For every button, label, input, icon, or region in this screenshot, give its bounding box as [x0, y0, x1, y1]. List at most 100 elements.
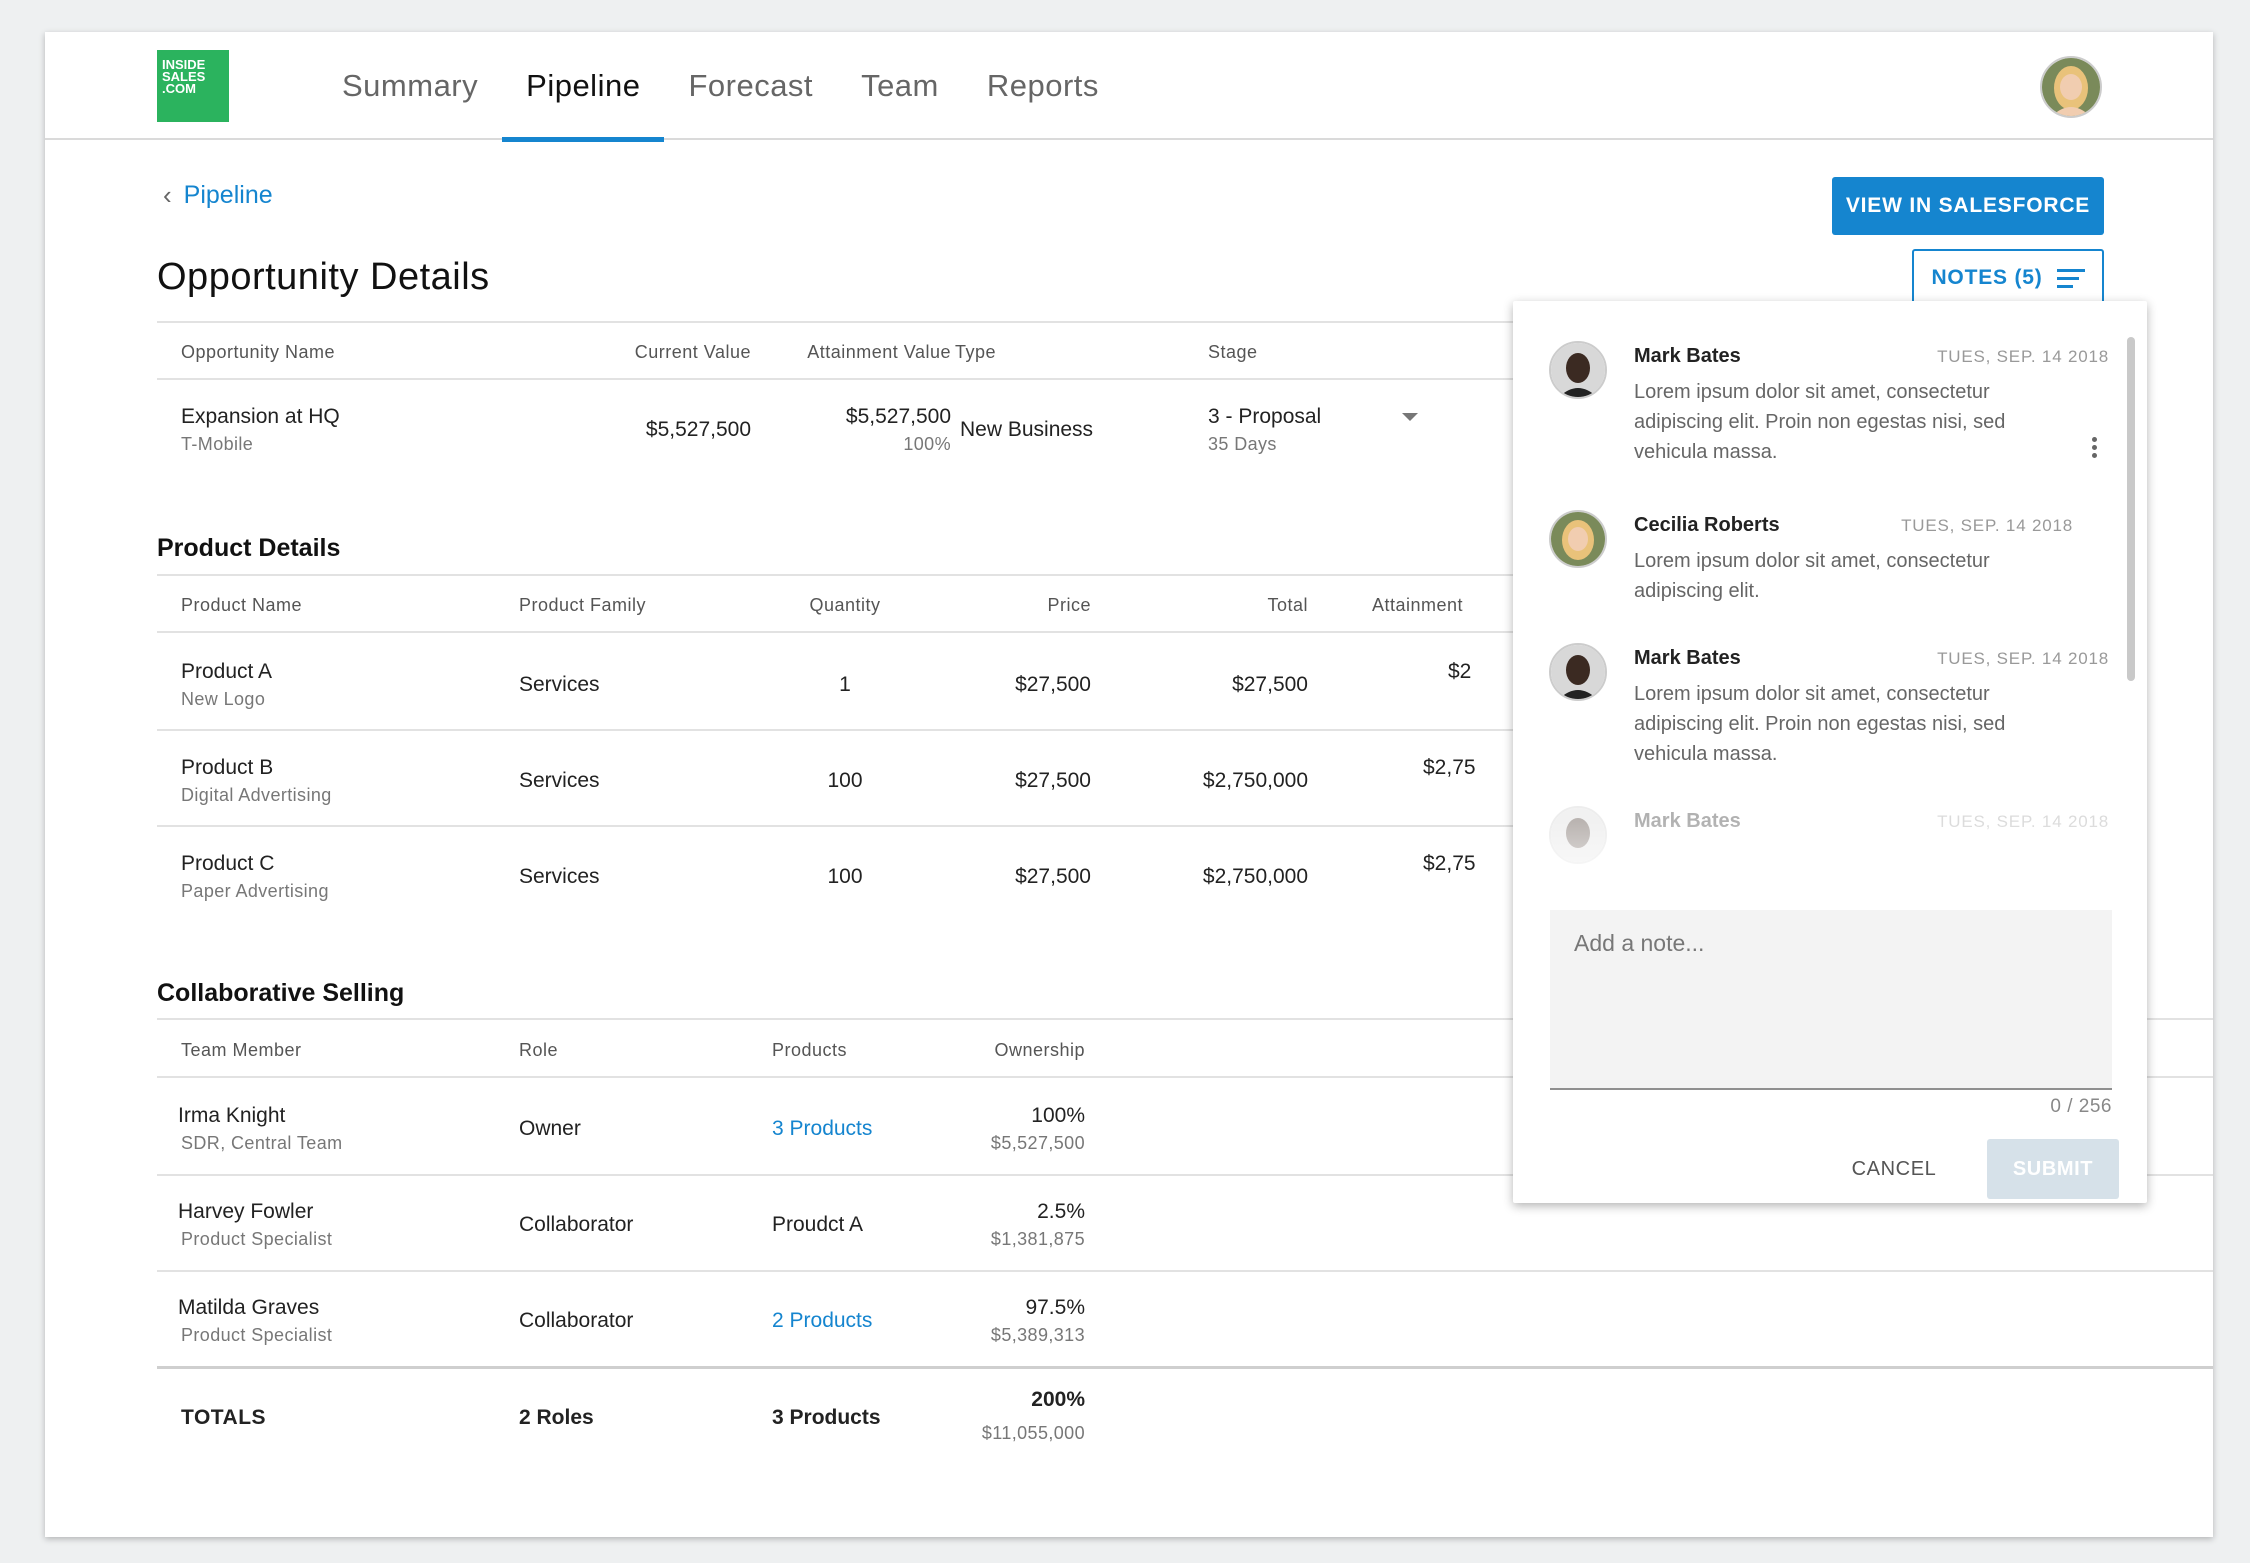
breadcrumb-label: Pipeline — [183, 181, 273, 209]
col-header-attainment: Attainment — [1372, 595, 1464, 615]
stage-dropdown-arrow-icon[interactable] — [1402, 413, 1418, 421]
attainment-value: $5,527,500 — [845, 405, 951, 428]
col-header-team-member: Team Member — [181, 1040, 302, 1060]
product-family: Services — [519, 769, 600, 792]
product-attainment: $2 — [1448, 660, 1472, 683]
product-subtype: Paper Advertising — [181, 881, 329, 901]
ownership-percent: 2.5% — [1037, 1200, 1085, 1223]
divider — [157, 1076, 2213, 1078]
team-member-name: Matilda Graves — [178, 1296, 320, 1319]
divider — [157, 1270, 2213, 1272]
col-header-attainment-value: Attainment Value — [807, 342, 951, 362]
products-link[interactable]: 2 Products — [772, 1309, 873, 1332]
stage-age: 35 Days — [1208, 434, 1277, 454]
totals-ownership: 200% — [1031, 1388, 1085, 1411]
user-avatar[interactable] — [2040, 56, 2102, 118]
col-header-current-value: Current Value — [634, 342, 751, 362]
product-total: $2,750,000 — [1202, 865, 1308, 888]
team-member-title: Product Specialist — [181, 1325, 333, 1345]
opportunity-name: Expansion at HQ — [181, 405, 340, 428]
col-header-total: Total — [1267, 595, 1308, 615]
products-link[interactable]: 3 Products — [772, 1117, 873, 1140]
tab-summary[interactable]: Summary — [342, 68, 479, 103]
product-total: $27,500 — [1232, 673, 1308, 696]
avatar — [1549, 643, 1607, 701]
product-subtype: New Logo — [181, 689, 266, 709]
cancel-button[interactable]: CANCEL — [1851, 1157, 1937, 1180]
product-attainment: $2,75 — [1423, 756, 1476, 779]
note-author: Mark Bates — [1634, 345, 1741, 367]
notes-button[interactable]: NOTES (5) — [1912, 249, 2104, 307]
divider — [157, 378, 1527, 380]
totals-label: TOTALS — [181, 1406, 267, 1429]
list-fade-overlay — [1513, 821, 2123, 911]
add-note-input[interactable] — [1550, 910, 2112, 1090]
tab-reports[interactable]: Reports — [986, 68, 1099, 103]
app-window: INSIDE SALES .COM Summary Pipeline Forec… — [45, 32, 2213, 1537]
note-text: Lorem ipsum dolor sit amet, consectetur … — [1634, 683, 2006, 765]
col-header-quantity: Quantity — [809, 595, 881, 615]
note-author: Cecilia Roberts — [1634, 514, 1780, 536]
col-header-stage: Stage — [1208, 342, 1258, 362]
ownership-amount: $5,389,313 — [990, 1325, 1085, 1345]
product-total: $2,750,000 — [1202, 769, 1308, 792]
products-value: Proudct A — [772, 1213, 864, 1236]
tab-forecast[interactable]: Forecast — [688, 68, 814, 103]
menu-lines-icon — [2056, 264, 2085, 293]
col-header-products: Products — [772, 1040, 848, 1060]
note-item: Mark Bates TUES, SEP. 14 2018 Lorem ipsu… — [1549, 643, 2109, 773]
totals-roles: 2 Roles — [519, 1406, 594, 1429]
user-photo-icon — [2042, 58, 2100, 116]
avatar — [1549, 510, 1607, 568]
product-price: $27,500 — [1015, 769, 1091, 792]
attainment-percent: 100% — [903, 434, 951, 454]
notes-panel: Mark Bates TUES, SEP. 14 2018 Lorem ipsu… — [1513, 301, 2147, 1203]
more-options-icon[interactable] — [2090, 437, 2100, 461]
product-family: Services — [519, 865, 600, 888]
ownership-amount: $5,527,500 — [990, 1133, 1085, 1153]
view-in-salesforce-button[interactable]: VIEW IN SALESFORCE — [1832, 177, 2104, 235]
product-name: Product A — [181, 660, 273, 683]
tab-team[interactable]: Team — [861, 68, 939, 103]
product-quantity: 1 — [839, 673, 851, 696]
submit-button[interactable]: SUBMIT — [1987, 1139, 2119, 1199]
divider — [157, 1018, 2213, 1020]
col-header-price: Price — [1047, 595, 1091, 615]
product-quantity: 100 — [827, 865, 863, 888]
ownership-percent: 97.5% — [1025, 1296, 1085, 1319]
divider — [157, 825, 1527, 827]
person-photo-icon — [1551, 343, 1605, 397]
product-family: Services — [519, 673, 600, 696]
col-header-product-name: Product Name — [181, 595, 303, 615]
note-item: Mark Bates TUES, SEP. 14 2018 Lorem ipsu… — [1549, 341, 2109, 471]
note-date: TUES, SEP. 14 2018 — [1937, 649, 2109, 668]
note-text: Lorem ipsum dolor sit amet, consectetur … — [1634, 381, 2006, 463]
team-member-title: SDR, Central Team — [181, 1133, 343, 1153]
product-name: Product B — [181, 756, 274, 779]
tab-pipeline[interactable]: Pipeline — [502, 32, 665, 142]
notes-scrollbar[interactable] — [2127, 337, 2135, 681]
totals-divider — [157, 1366, 2213, 1369]
col-header-role: Role — [519, 1040, 559, 1060]
chevron-left-icon: ‹ — [163, 180, 172, 210]
col-header-opportunity-name: Opportunity Name — [181, 342, 336, 362]
note-date: TUES, SEP. 14 2018 — [1901, 516, 2073, 535]
team-member-name: Irma Knight — [178, 1104, 286, 1127]
team-member-title: Product Specialist — [181, 1229, 333, 1249]
person-photo-icon — [1551, 512, 1605, 566]
insidesales-logo[interactable]: INSIDE SALES .COM — [157, 50, 229, 122]
product-name: Product C — [181, 852, 275, 875]
col-header-product-family: Product Family — [519, 595, 647, 615]
stage-select-value[interactable]: 3 - Proposal — [1208, 405, 1322, 428]
divider — [157, 729, 1527, 731]
breadcrumb-back-link[interactable]: ‹ Pipeline — [163, 180, 273, 211]
col-header-ownership: Ownership — [994, 1040, 1085, 1060]
main-nav: Summary Pipeline Forecast Team Reports — [318, 32, 1123, 142]
product-price: $27,500 — [1015, 865, 1091, 888]
product-quantity: 100 — [827, 769, 863, 792]
divider — [157, 321, 1527, 323]
product-details-title: Product Details — [157, 534, 341, 562]
team-member-name: Harvey Fowler — [178, 1200, 314, 1223]
note-text: Lorem ipsum dolor sit amet, consectetur … — [1634, 550, 1990, 602]
collaborative-selling-title: Collaborative Selling — [157, 979, 405, 1007]
